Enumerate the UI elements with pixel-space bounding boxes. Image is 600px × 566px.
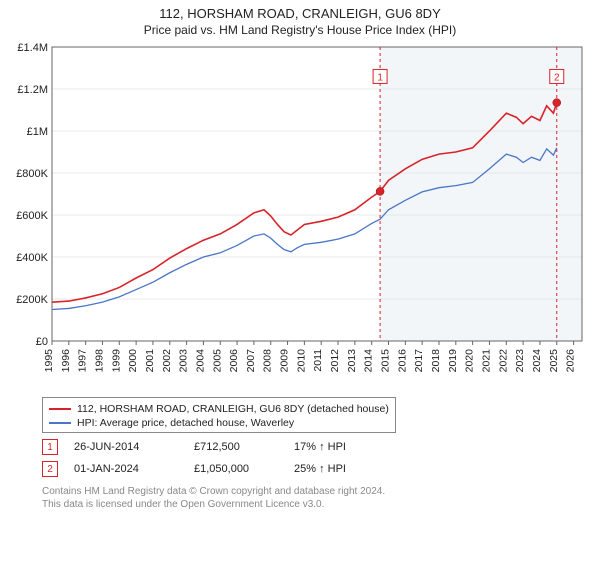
x-tick-label: 2020 [464, 349, 476, 373]
x-tick-label: 2024 [531, 349, 543, 373]
legend-swatch-hpi [49, 422, 71, 424]
x-tick-label: 2005 [211, 349, 223, 373]
x-tick-label: 2009 [279, 349, 291, 373]
x-tick-label: 2016 [396, 349, 408, 373]
x-tick-label: 2023 [514, 349, 526, 373]
chart-subtitle: Price paid vs. HM Land Registry's House … [0, 23, 600, 37]
x-tick-label: 2021 [480, 349, 492, 373]
footer-line: This data is licensed under the Open Gov… [42, 498, 600, 511]
x-tick-label: 2011 [312, 349, 324, 372]
x-tick-label: 2000 [127, 349, 139, 373]
x-tick-label: 2015 [380, 349, 392, 373]
legend-label: HPI: Average price, detached house, Wave… [77, 417, 294, 429]
y-tick-label: £800K [16, 168, 48, 180]
y-tick-label: £1M [27, 126, 48, 138]
x-tick-label: 1999 [110, 349, 122, 373]
sale-date: 01-JAN-2024 [74, 463, 194, 475]
y-tick-label: £1.2M [17, 84, 48, 96]
x-tick-label: 2010 [295, 349, 307, 373]
sale-pct: 17% ↑ HPI [294, 441, 404, 453]
x-tick-label: 2001 [144, 349, 156, 373]
x-tick-label: 2014 [363, 349, 375, 373]
x-tick-label: 2002 [161, 349, 173, 373]
legend-row: 112, HORSHAM ROAD, CRANLEIGH, GU6 8DY (d… [49, 402, 389, 416]
x-tick-label: 2007 [245, 349, 257, 373]
sale-row: 2 01-JAN-2024£1,050,00025% ↑ HPI [42, 461, 600, 477]
legend-label: 112, HORSHAM ROAD, CRANLEIGH, GU6 8DY (d… [77, 403, 389, 415]
x-tick-label: 2022 [497, 349, 509, 373]
chart-svg: £0 £200K £400K £600K £800K £1M £1.2M £1.4M 1995 1… [10, 41, 590, 391]
marker-box-label: 2 [554, 72, 560, 83]
sale-price: £712,500 [194, 441, 294, 453]
y-tick-label: £0 [36, 336, 48, 348]
legend-swatch-property [49, 408, 71, 410]
y-tick-label: £600K [16, 210, 48, 222]
sale-point-1 [376, 187, 384, 195]
legend-row: HPI: Average price, detached house, Wave… [49, 416, 389, 430]
footer-line: Contains HM Land Registry data © Crown c… [42, 485, 600, 498]
x-tick-label: 1998 [93, 349, 105, 373]
x-tick-label: 2012 [329, 349, 341, 373]
x-tick-label: 2008 [262, 349, 274, 373]
x-tick-label: 1997 [77, 349, 89, 373]
legend-box: 112, HORSHAM ROAD, CRANLEIGH, GU6 8DY (d… [42, 397, 396, 433]
marker-box-label: 1 [377, 72, 383, 83]
y-tick-label: £1.4M [17, 42, 48, 54]
x-tick-label: 2019 [447, 349, 459, 373]
x-tick-label: 2017 [413, 349, 425, 373]
x-tick-label: 1995 [43, 349, 55, 373]
sale-row: 1 26-JUN-2014£712,50017% ↑ HPI [42, 439, 600, 455]
chart-area: £0 £200K £400K £600K £800K £1M £1.2M £1.4M 1995 1… [10, 41, 590, 391]
sale-price: £1,050,000 [194, 463, 294, 475]
x-tick-label: 2025 [548, 349, 560, 373]
y-tick-label: £200K [16, 294, 48, 306]
x-tick-label: 2026 [565, 349, 577, 373]
sale-pct: 25% ↑ HPI [294, 463, 404, 475]
sale-marker-box: 2 [42, 461, 58, 477]
x-tick-label: 2013 [346, 349, 358, 373]
chart-title: 112, HORSHAM ROAD, CRANLEIGH, GU6 8DY [0, 6, 600, 21]
x-tick-label: 1996 [60, 349, 72, 373]
sale-point-2 [553, 99, 561, 107]
x-tick-label: 2006 [228, 349, 240, 373]
sale-date: 26-JUN-2014 [74, 441, 194, 453]
x-tick-label: 2004 [194, 349, 206, 373]
x-tick-label: 2003 [178, 349, 190, 373]
sale-marker-box: 1 [42, 439, 58, 455]
x-tick-label: 2018 [430, 349, 442, 373]
y-tick-label: £400K [16, 252, 48, 264]
footer-text: Contains HM Land Registry data © Crown c… [42, 485, 600, 511]
